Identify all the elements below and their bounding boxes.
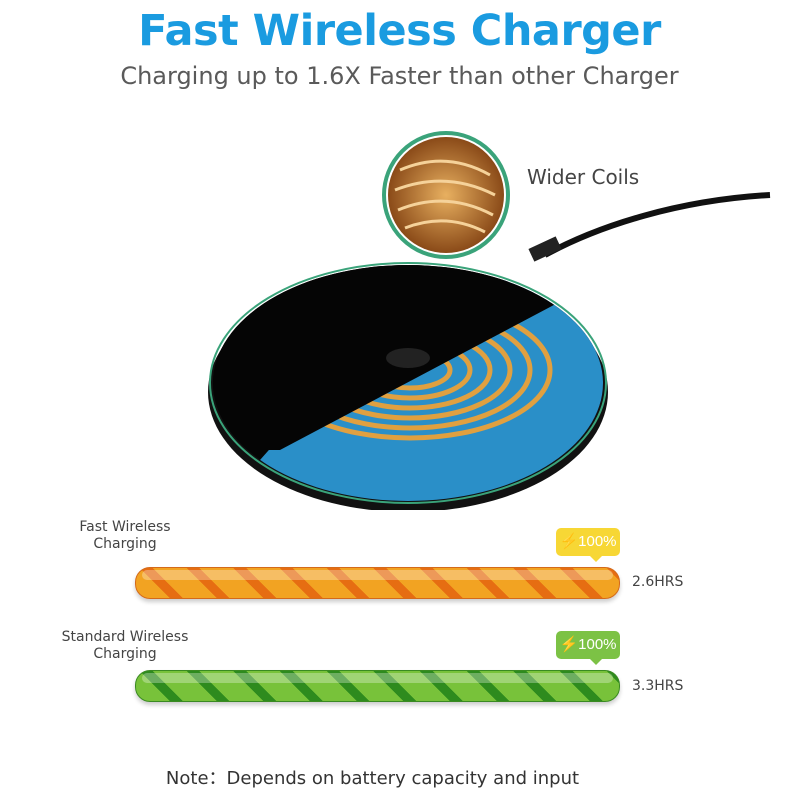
lightning-icon: ⚡: [559, 533, 579, 550]
label-line: Fast Wireless: [79, 519, 171, 535]
footnote: Note：Depends on battery capacity and inp…: [165, 768, 580, 789]
coil-callout-label: Wider Coils: [527, 165, 640, 189]
fast-charging-label: Fast Wireless Charging: [60, 519, 190, 553]
page-title: Fast Wireless Charger: [138, 6, 661, 56]
label-line: Charging: [93, 536, 157, 552]
standard-charging-label: Standard Wireless Charging: [50, 629, 200, 663]
label-line: Standard Wireless: [61, 629, 189, 645]
badge-value: 100%: [578, 636, 617, 653]
label-line: Charging: [93, 646, 157, 662]
standard-charge-badge: ⚡100%: [556, 631, 620, 665]
cable: [543, 192, 771, 258]
page-subtitle: Charging up to 1.6X Faster than other Ch…: [120, 62, 679, 90]
standard-charging-bar: [135, 670, 620, 702]
coil-closeup: [388, 137, 504, 253]
badge-value: 100%: [578, 533, 617, 550]
lightning-icon: ⚡: [559, 636, 579, 653]
fast-charging-bar: [135, 567, 620, 599]
standard-charging-duration: 3.3HRS: [632, 678, 684, 694]
charger-illustration: [208, 131, 771, 510]
fast-charging-duration: 2.6HRS: [632, 574, 684, 590]
fast-charge-badge: ⚡100%: [556, 528, 620, 562]
